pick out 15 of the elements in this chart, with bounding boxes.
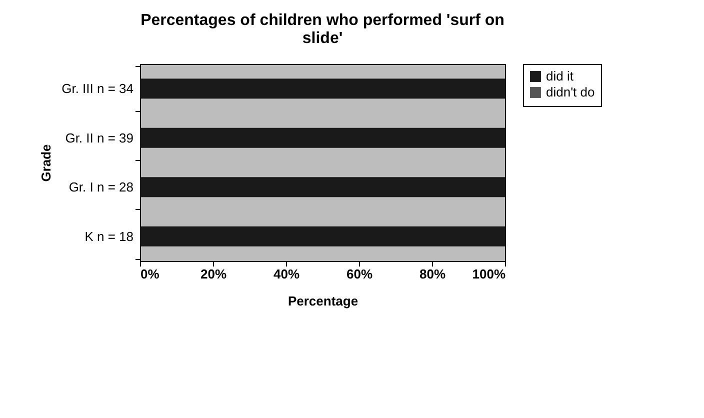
- x-tick-label: 40%: [273, 266, 300, 282]
- y-axis-title: Grade: [38, 144, 54, 182]
- legend-label: did it: [546, 68, 574, 84]
- legend-label: didn't do: [546, 84, 595, 100]
- y-tick-label: Gr. II n = 39: [65, 130, 134, 146]
- chart-title: Percentages of children who performed 'surf on slide': [140, 12, 504, 47]
- x-axis-title: Percentage: [288, 294, 358, 308]
- x-tick-label: 20%: [200, 266, 227, 282]
- y-tick-label: K n = 18: [84, 228, 134, 244]
- x-tick-label: 60%: [346, 266, 373, 282]
- y-tick-label: Gr. I n = 28: [68, 180, 134, 195]
- x-tick-label: 0%: [140, 266, 160, 282]
- x-tick-label: 100%: [472, 266, 506, 282]
- y-tick-label: Gr. III n = 34: [62, 81, 134, 96]
- x-tick-label: 80%: [419, 266, 446, 282]
